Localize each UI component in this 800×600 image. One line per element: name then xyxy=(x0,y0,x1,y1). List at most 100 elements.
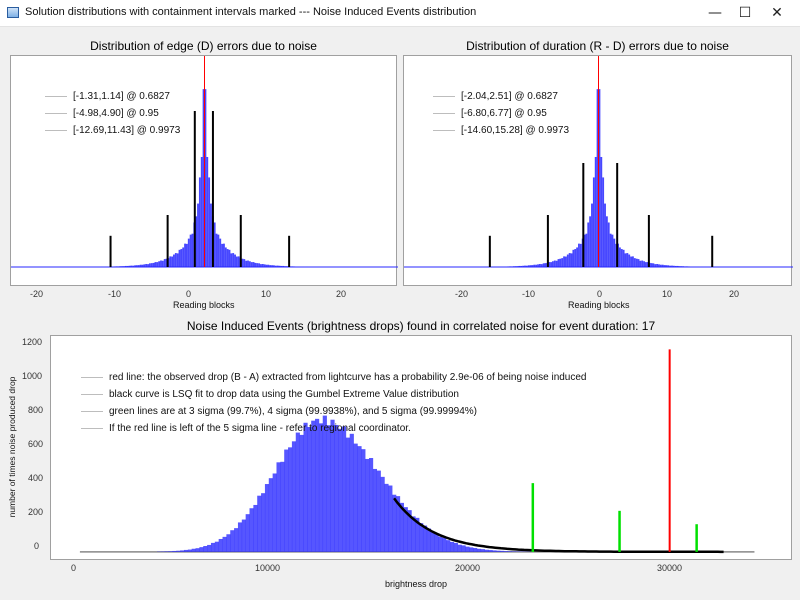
duration-hist-bar xyxy=(667,265,670,267)
edge-hist-bar xyxy=(171,256,174,267)
noise-plot-area[interactable]: red line: the observed drop (B - A) extr… xyxy=(50,335,792,560)
duration-plot-area[interactable]: [-2.04,2.51] @ 0.6827 [-6.80,6.77] @ 0.9… xyxy=(403,55,793,286)
edge-hist-bar xyxy=(272,265,275,267)
noise-hist-bar xyxy=(407,510,412,552)
duration-hist-bar xyxy=(566,254,569,267)
duration-hist-bar xyxy=(535,264,538,267)
edge-hist-bar xyxy=(274,265,277,267)
noise-y-tick: 800 xyxy=(28,405,44,415)
noise-hist-bar xyxy=(469,547,474,552)
noise-hist-bar xyxy=(164,551,169,552)
edge-hist-bar xyxy=(139,264,142,267)
noise-hist-bar xyxy=(457,544,462,552)
noise-hist-bar xyxy=(334,424,339,552)
noise-hist-bar xyxy=(488,550,493,552)
noise-hist-bar xyxy=(438,536,443,552)
edge-hist-bar xyxy=(261,263,264,267)
edge-hist-bar xyxy=(184,243,186,267)
noise-hist-bar xyxy=(461,545,466,552)
duration-hist-bar xyxy=(579,243,582,267)
noise-hist-bar xyxy=(210,542,216,552)
edge-plot-title: Distribution of edge (D) errors due to n… xyxy=(90,39,317,53)
edge-hist-bar xyxy=(123,266,125,267)
noise-y-tick: 400 xyxy=(28,473,44,483)
noise-plot-svg xyxy=(79,349,755,554)
noise-hist-bar xyxy=(338,428,343,552)
duration-hist-bar xyxy=(669,265,672,267)
edge-hist-bar xyxy=(152,262,155,267)
duration-hist-bar xyxy=(624,253,627,267)
minimize-button[interactable]: — xyxy=(708,5,722,21)
noise-hist-bar xyxy=(183,549,189,552)
noise-hist-bar xyxy=(361,449,366,552)
noise-hist-bar xyxy=(480,549,485,552)
noise-legend-label: green lines are at 3 sigma (99.7%), 4 si… xyxy=(109,406,477,417)
edge-hist-bar xyxy=(235,256,238,267)
edge-hist-bar xyxy=(185,243,188,267)
edge-legend-item: [-1.31,1.14] @ 0.6827 xyxy=(45,88,180,105)
noise-legend-item: red line: the observed drop (B - A) extr… xyxy=(81,369,587,386)
noise-x-tick: 10000 xyxy=(255,563,281,573)
maximize-button[interactable]: ☐ xyxy=(738,5,752,21)
duration-hist-bar xyxy=(511,266,513,267)
noise-legend-label: red line: the observed drop (B - A) extr… xyxy=(109,372,587,383)
noise-hist-bar xyxy=(442,538,447,552)
duration-hist-bar xyxy=(661,264,664,267)
duration-hist-bar xyxy=(550,262,552,267)
noise-hist-bar xyxy=(237,522,243,552)
noise-hist-bar xyxy=(299,434,304,552)
noise-hist-bar xyxy=(345,437,351,552)
noise-x-tick: 0 xyxy=(71,563,77,573)
noise-hist-bar xyxy=(415,517,420,552)
duration-hist-bar xyxy=(537,264,539,267)
close-button[interactable]: ✕ xyxy=(771,5,783,21)
duration-hist-bar xyxy=(685,266,688,267)
edge-hist-bar xyxy=(160,260,162,267)
noise-hist-bar xyxy=(230,530,235,552)
edge-hist-bar xyxy=(187,238,190,267)
duration-hist-bar xyxy=(516,266,519,267)
noise-hist-bar xyxy=(473,548,478,552)
duration-x-axis-label: Reading blocks xyxy=(568,300,630,310)
duration-hist-bar xyxy=(589,216,592,267)
noise-hist-bar xyxy=(380,476,385,552)
noise-hist-bar xyxy=(172,550,177,552)
edge-hist-bar xyxy=(158,261,161,267)
noise-hist-bar xyxy=(449,541,455,552)
edge-hist-bar xyxy=(156,262,159,267)
duration-hist-bar xyxy=(576,247,579,267)
noise-x-tick: 30000 xyxy=(657,563,683,573)
duration-hist-bar xyxy=(658,264,660,267)
edge-hist-bar xyxy=(163,259,166,267)
noise-hist-bar xyxy=(392,494,397,552)
duration-x-tick: 20 xyxy=(729,289,740,299)
duration-legend-label: [-6.80,6.77] @ 0.95 xyxy=(461,108,547,119)
duration-hist-bar xyxy=(551,261,554,267)
edge-x-axis-label: Reading blocks xyxy=(173,300,235,310)
duration-hist-bar xyxy=(585,233,588,267)
edge-hist-bar xyxy=(217,234,220,267)
edge-hist-bar xyxy=(195,216,198,267)
noise-hist-bar xyxy=(507,551,512,552)
duration-hist-bar xyxy=(628,254,631,267)
duration-hist-bar xyxy=(622,249,625,267)
noise-hist-bar xyxy=(503,551,509,552)
duration-hist-bar xyxy=(611,234,614,267)
duration-hist-bar xyxy=(613,238,616,267)
noise-hist-bar xyxy=(191,548,196,552)
edge-plot-area[interactable]: [-1.31,1.14] @ 0.6827 [-4.98,4.90] @ 0.9… xyxy=(10,55,398,286)
noise-hist-bar xyxy=(226,534,231,552)
duration-hist-bar xyxy=(635,258,638,267)
edge-hist-bar xyxy=(243,259,246,267)
noise-y-tick: 1200 xyxy=(22,337,43,347)
edge-hist-bar xyxy=(260,264,262,267)
noise-hist-bar xyxy=(484,549,489,552)
edge-hist-bar xyxy=(284,266,286,267)
noise-hist-bar xyxy=(430,532,435,552)
noise-hist-bar xyxy=(311,420,316,552)
duration-hist-bar xyxy=(665,265,668,267)
noise-hist-bar xyxy=(446,540,451,552)
noise-hist-bar xyxy=(476,548,482,552)
edge-legend-label: [-12.69,11.43] @ 0.9973 xyxy=(73,125,181,136)
edge-hist-bar xyxy=(182,247,185,267)
